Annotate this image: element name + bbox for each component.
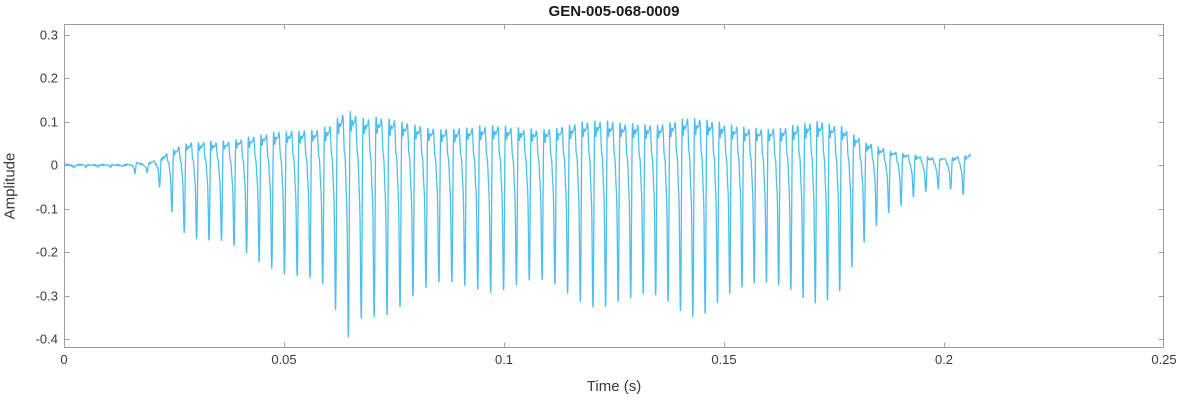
waveform-canvas (64, 24, 1164, 348)
x-tick-label: 0 (60, 352, 68, 367)
plot-area (64, 24, 1164, 348)
x-tick-label: 0.1 (494, 352, 514, 367)
y-tick-label: 0.3 (39, 27, 58, 43)
x-axis-label: Time (s) (586, 378, 642, 395)
y-tick-label: 0 (50, 157, 58, 173)
x-tick-label: 0.05 (271, 352, 297, 367)
y-tick-label: -0.3 (35, 288, 58, 304)
y-tick-label: -0.4 (35, 331, 58, 347)
x-tick-label: 0.25 (1151, 352, 1177, 367)
x-tick-label: 0.15 (711, 352, 737, 367)
x-tick-label: 0.2 (934, 352, 954, 367)
y-tick-label: -0.1 (35, 201, 58, 217)
y-tick-labels: -0.4 -0.3 -0.2 -0.1 0 0.1 0.2 0.3 (0, 24, 58, 348)
y-tick-label: -0.2 (35, 244, 58, 260)
chart-title: GEN-005-068-0009 (548, 3, 680, 20)
x-tick-labels: 0 0.05 0.1 0.15 0.2 0.25 (60, 352, 1176, 370)
y-tick-label: 0.2 (39, 70, 58, 86)
y-tick-label: 0.1 (39, 114, 58, 130)
